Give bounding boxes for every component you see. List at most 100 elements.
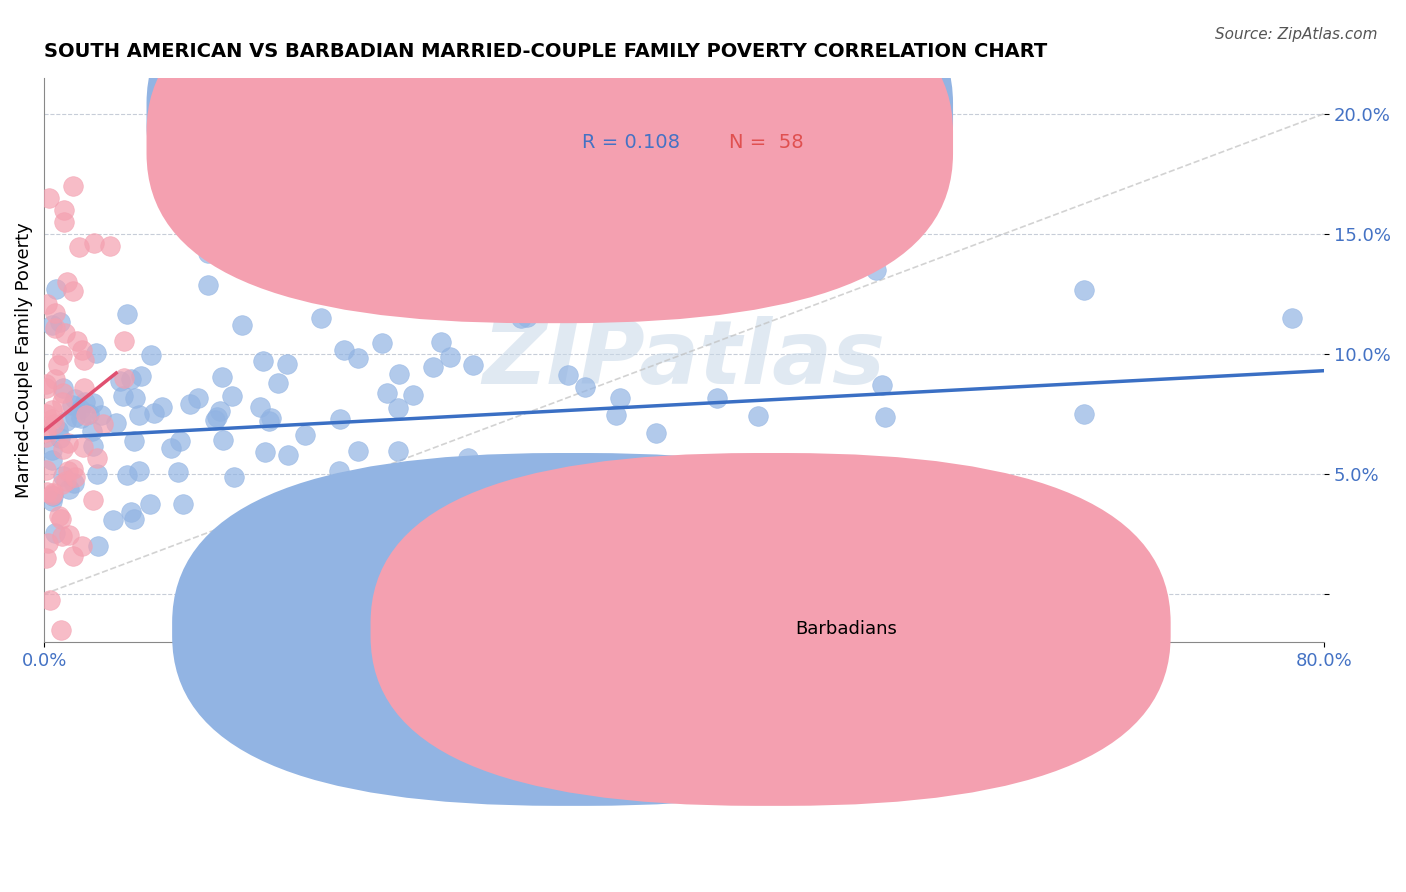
Point	[391, 292, 413, 306]
Point	[172, 497, 194, 511]
Text: Barbadians: Barbadians	[796, 620, 897, 638]
Point	[98, 239, 121, 253]
Point	[465, 215, 488, 229]
Point	[86, 467, 108, 481]
Point	[139, 348, 162, 362]
Text: R = 0.172: R = 0.172	[582, 104, 681, 124]
Text: South Americans: South Americans	[598, 620, 751, 638]
Text: SOUTH AMERICAN VS BARBADIAN MARRIED-COUPLE FAMILY POVERTY CORRELATION CHART: SOUTH AMERICAN VS BARBADIAN MARRIED-COUP…	[44, 42, 1047, 61]
Point	[402, 388, 425, 402]
Point	[56, 275, 79, 289]
Point	[388, 368, 411, 382]
Point	[387, 401, 409, 416]
Point	[377, 385, 399, 400]
Point	[73, 395, 96, 409]
Point	[112, 389, 135, 403]
Point	[197, 278, 219, 293]
Point	[51, 348, 73, 362]
Point	[115, 468, 138, 483]
Point	[516, 310, 538, 325]
Point	[73, 381, 96, 395]
Point	[52, 442, 75, 457]
Point	[82, 425, 104, 439]
Point	[51, 395, 73, 409]
Point	[62, 549, 84, 564]
Point	[41, 318, 63, 332]
Point	[44, 306, 66, 320]
Point	[86, 450, 108, 465]
Point	[62, 285, 84, 299]
Point	[249, 400, 271, 414]
Point	[294, 427, 316, 442]
Text: N =  58: N = 58	[728, 133, 804, 152]
Point	[112, 334, 135, 348]
Point	[41, 489, 63, 503]
Point	[44, 526, 66, 541]
Point	[62, 476, 84, 491]
Point	[873, 410, 896, 425]
Point	[1281, 310, 1303, 325]
Point	[101, 513, 124, 527]
Point	[35, 425, 58, 439]
Point	[108, 374, 131, 388]
Point	[48, 508, 70, 523]
Point	[69, 411, 91, 425]
Point	[231, 318, 253, 332]
Point	[67, 240, 90, 254]
Point	[115, 307, 138, 321]
Point	[60, 399, 83, 413]
Point	[120, 505, 142, 519]
Point	[142, 406, 165, 420]
Point	[347, 443, 370, 458]
Point	[41, 411, 63, 425]
Point	[457, 450, 479, 465]
Point	[41, 494, 63, 508]
Point	[211, 370, 233, 384]
FancyBboxPatch shape	[505, 95, 876, 179]
Point	[69, 402, 91, 417]
Point	[62, 462, 84, 476]
Point	[209, 404, 232, 418]
Point	[211, 433, 233, 447]
Point	[197, 246, 219, 260]
Point	[55, 414, 77, 428]
Point	[49, 315, 72, 329]
Point	[58, 483, 80, 497]
Point	[371, 335, 394, 350]
Point	[48, 423, 70, 437]
Point	[35, 429, 58, 443]
Point	[86, 345, 108, 359]
Point	[309, 310, 332, 325]
Point	[58, 527, 80, 541]
Point	[276, 357, 298, 371]
FancyBboxPatch shape	[371, 453, 1171, 805]
Point	[65, 392, 87, 406]
Point	[605, 408, 627, 422]
Point	[35, 381, 58, 395]
Point	[439, 350, 461, 364]
Point	[169, 434, 191, 448]
Point	[35, 550, 58, 565]
Point	[461, 358, 484, 372]
Point	[86, 539, 108, 553]
Point	[574, 380, 596, 394]
Point	[35, 485, 58, 500]
Text: N = 108: N = 108	[728, 104, 810, 124]
Point	[160, 442, 183, 456]
Point	[865, 262, 887, 277]
Point	[91, 417, 114, 431]
Point	[329, 412, 352, 426]
Point	[222, 470, 245, 484]
Point	[150, 400, 173, 414]
Point	[70, 343, 93, 357]
Point	[55, 475, 77, 489]
Point	[253, 444, 276, 458]
Point	[65, 334, 87, 348]
Point	[62, 178, 84, 193]
Point	[120, 372, 142, 386]
Point	[52, 381, 75, 395]
Point	[90, 408, 112, 422]
Point	[41, 443, 63, 458]
Y-axis label: Married-Couple Family Poverty: Married-Couple Family Poverty	[15, 222, 32, 498]
Point	[139, 497, 162, 511]
